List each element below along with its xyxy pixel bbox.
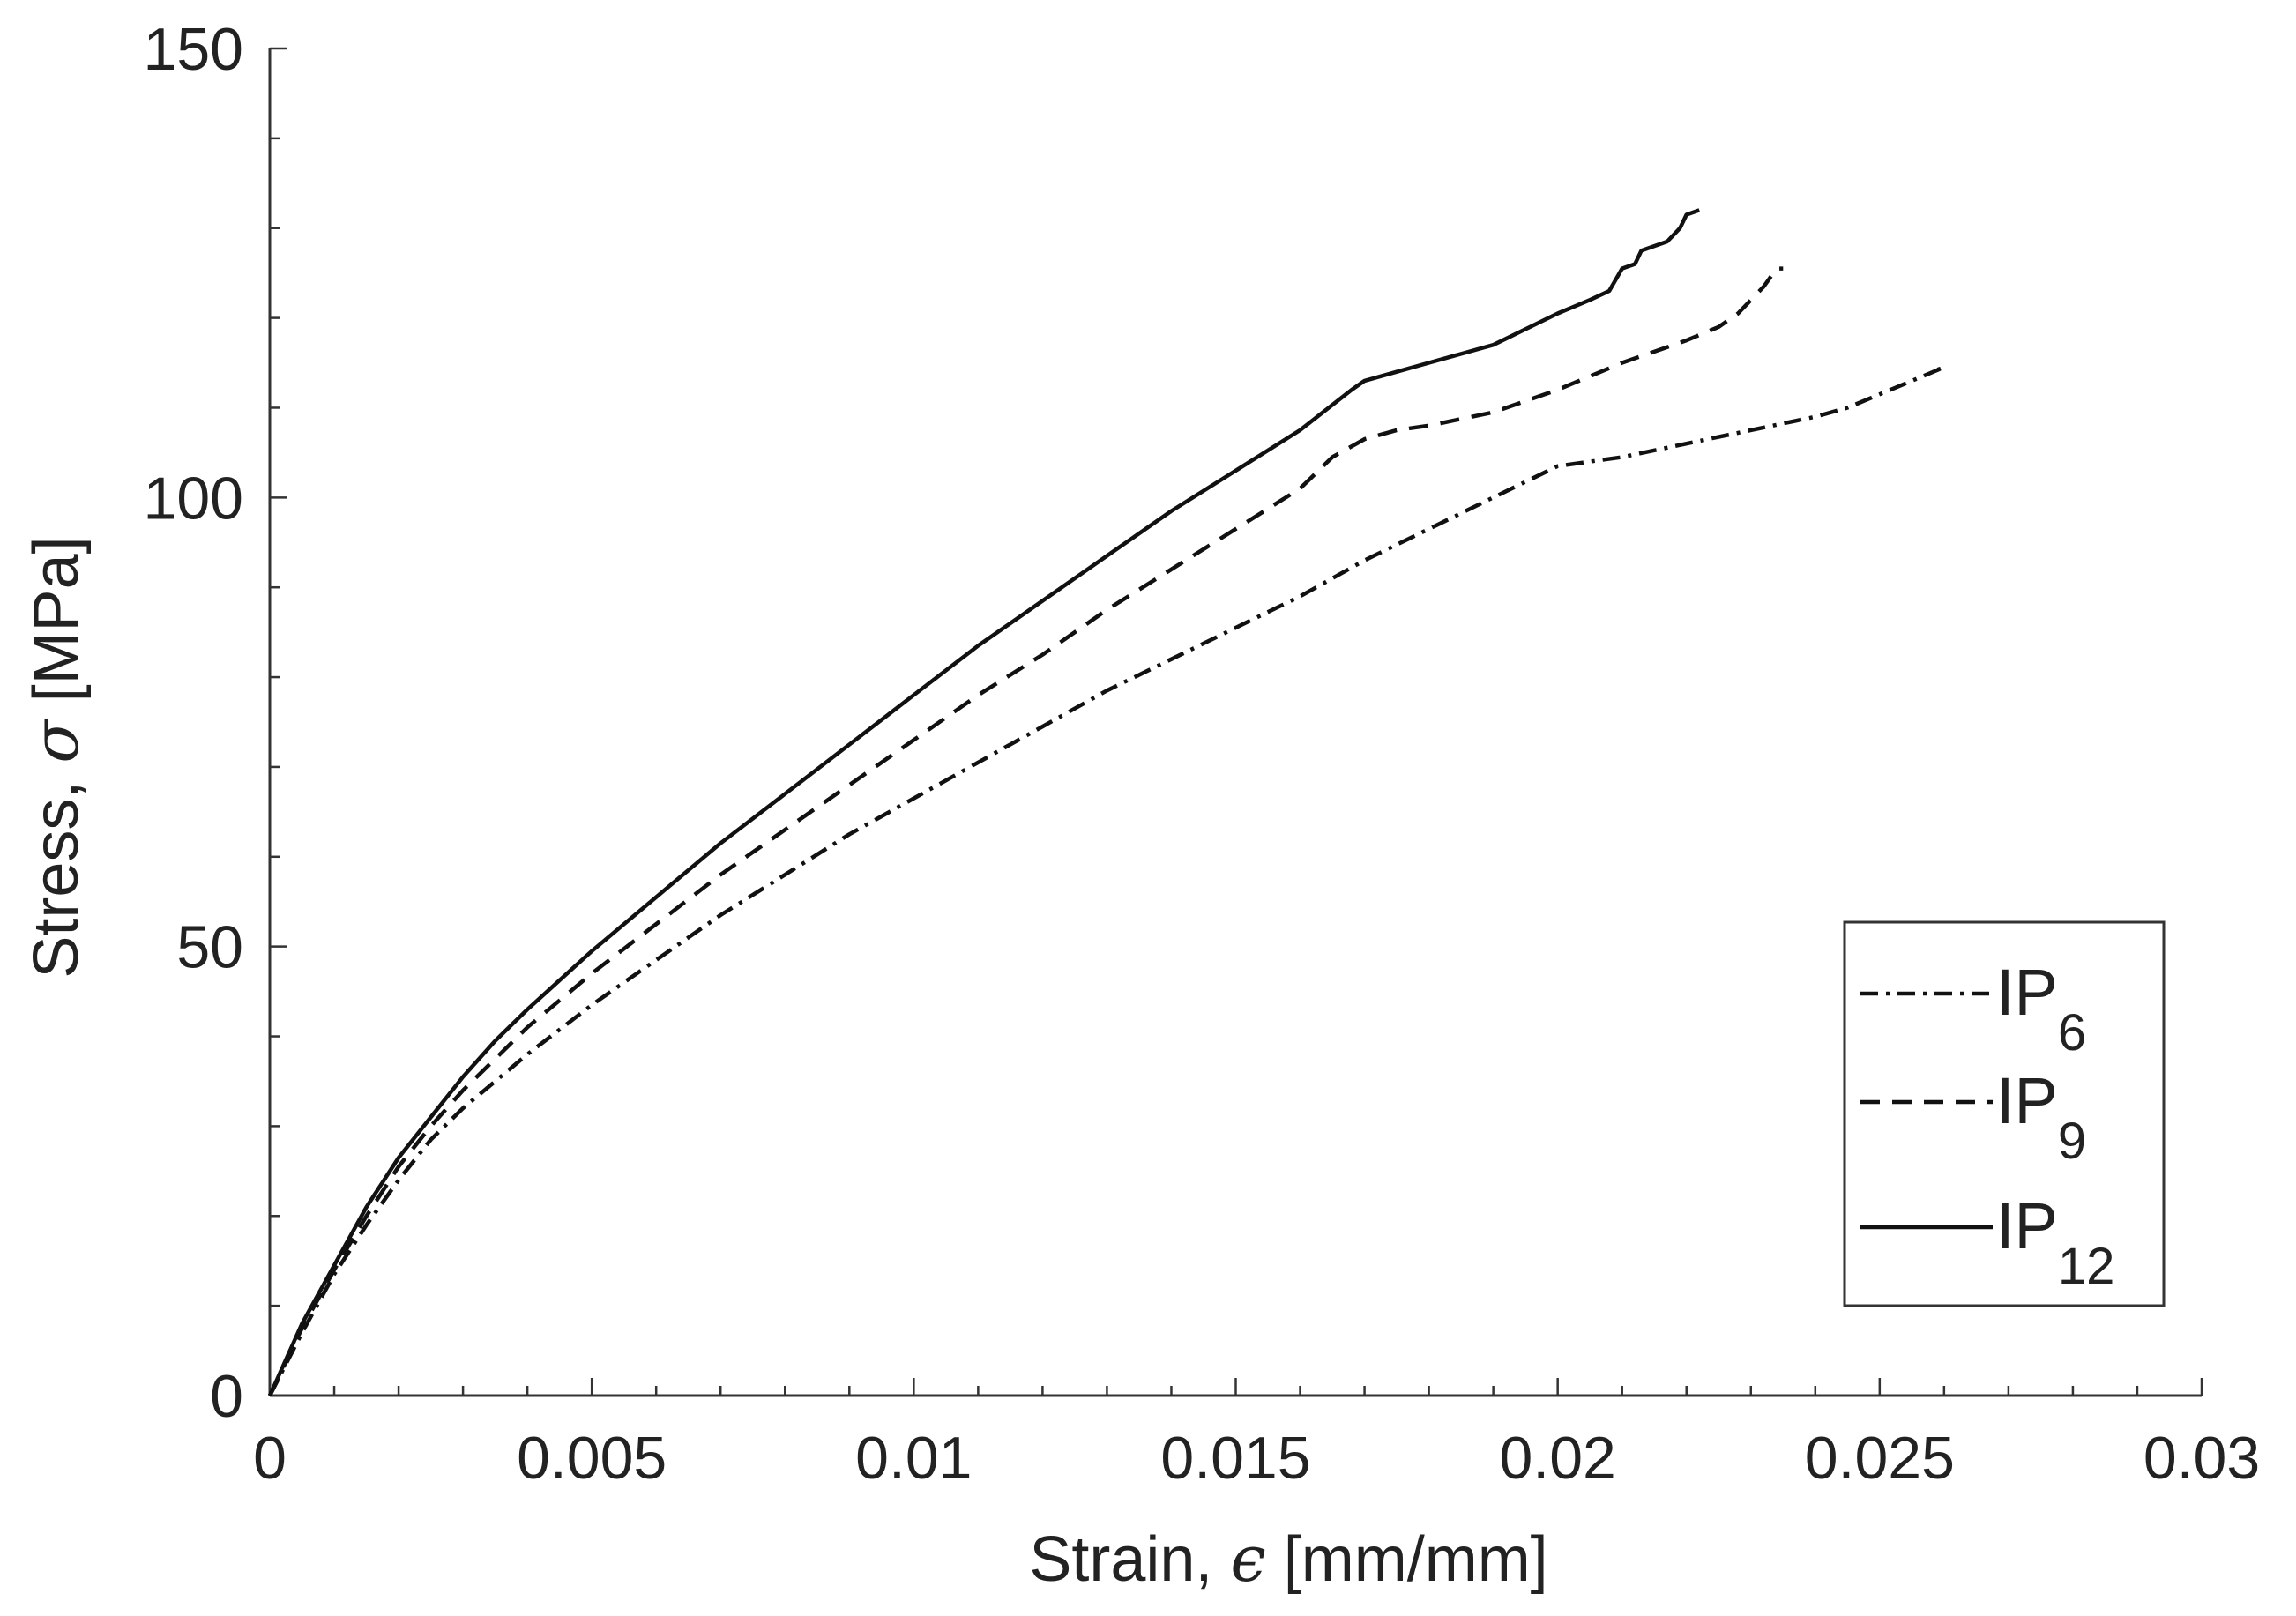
y-tick-label: 100 xyxy=(144,465,243,532)
x-tick-label: 0.025 xyxy=(1805,1425,1955,1492)
y-axis-label: Stress, σ [MPa] xyxy=(19,536,93,978)
y-tick-label: 150 xyxy=(144,16,243,83)
x-tick-label: 0 xyxy=(253,1425,287,1492)
axes: 0 0.005 0.01 0.015 0.02 0.025 0.03 0 50 100 150 Str… xyxy=(19,16,2260,1596)
series-line-ip6 xyxy=(267,365,1947,1397)
legend-label-ip12: IP12 xyxy=(1996,1189,2114,1295)
series-line-ip9 xyxy=(267,266,1784,1396)
legend-label-ip9: IP9 xyxy=(1996,1064,2086,1170)
x-tick-label: 0.02 xyxy=(1499,1425,1615,1492)
x-tick-label: 0.005 xyxy=(517,1425,667,1492)
x-axis-label: Strain, ϵ [mm/mm] xyxy=(1029,1522,1547,1596)
series-line-ip12 xyxy=(267,208,1701,1396)
y-tick-label: 0 xyxy=(210,1363,243,1430)
legend-box xyxy=(1843,920,2166,1307)
legend-label-ip6: IP6 xyxy=(1996,956,2086,1061)
x-tick-label: 0.015 xyxy=(1160,1425,1310,1492)
x-tick-label: 0.03 xyxy=(2143,1425,2260,1492)
x-tick-label: 0.01 xyxy=(855,1425,972,1492)
series-layer xyxy=(267,208,1947,1397)
y-tick-label: 50 xyxy=(176,914,243,981)
